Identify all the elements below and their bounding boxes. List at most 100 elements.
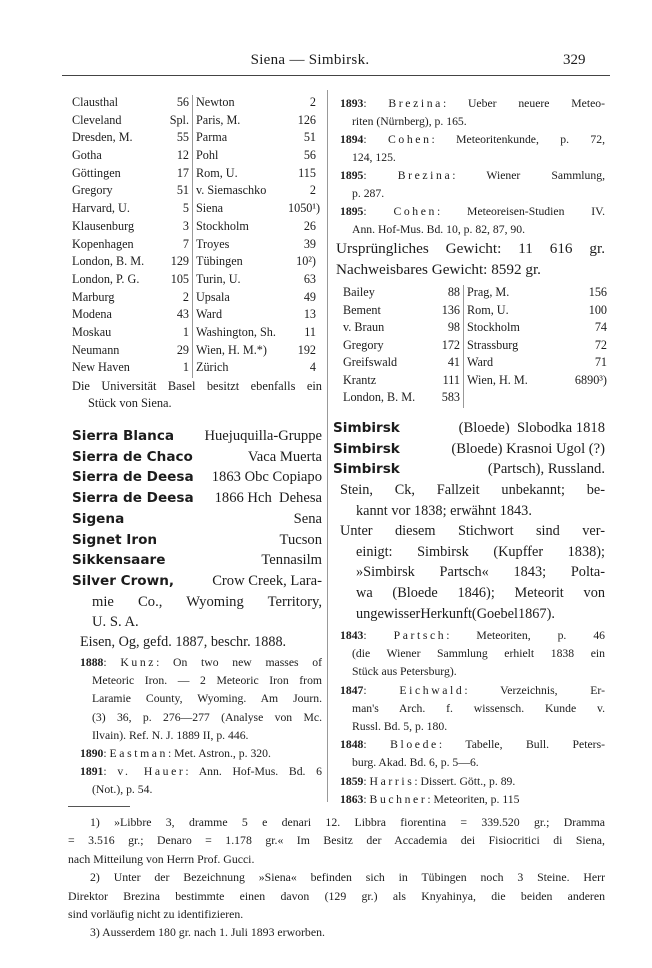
- headword-entry: Sierra de Deesa 1863 Obc Copiapo: [72, 467, 322, 488]
- text-line: Russl. Bd. 5, p. 180.: [352, 720, 448, 734]
- text-line: Laramie County, Wyoming. Am Journ.: [92, 692, 322, 706]
- table-cell-weight: 4: [309, 360, 316, 375]
- table-cell-collection: Rom, U.: [463, 302, 555, 320]
- ref-author: Brezina: [397, 169, 453, 182]
- table-cell-collection: Dresden, M.: [72, 130, 133, 145]
- table-cell-collection: Greifswald: [343, 355, 398, 369]
- footnote: 1) »Libbre 3, dramme 5 e denari 12. Libb…: [68, 813, 605, 868]
- bibliography-entry: 1848: Bloede: Tabelle, Bull. Peters-burg…: [340, 736, 605, 772]
- footnote-line: 3) Ausserdem 180 gr. nach 1. Juli 1893 e…: [90, 925, 325, 940]
- ref-year: 1863: [340, 792, 364, 806]
- table-cell-collection: Krantz: [343, 372, 377, 387]
- table-cell-weight: 26: [303, 218, 316, 233]
- table-cell-weight: 115: [298, 165, 316, 180]
- bibliography-entry: 1859: Harris: Dissert. Gött., p. 89.: [340, 773, 605, 791]
- bibliography: 1893: Brezina: Ueber neuere Meteo-riten …: [340, 95, 605, 239]
- text-line: 1848: Bloede: Tabelle, Bull. Peters-: [340, 738, 606, 752]
- table-cell-weight: 13: [303, 307, 316, 322]
- text-line: riten (Nürnberg), p. 165.: [352, 115, 467, 128]
- ref-author: Bloede: [390, 738, 439, 752]
- headword-entry: Sigena Sena: [72, 509, 322, 530]
- bibliography-entry: 1895: Cohen: Meteoreisen-Studien IV. Ann.…: [340, 203, 605, 239]
- table-cell-collection: Modena: [72, 307, 112, 322]
- headword-entry: Signet Iron Tucson: [72, 530, 322, 551]
- paragraph: Stein, Ck, Fallzeit unbekannt; be-kannt …: [340, 480, 605, 521]
- table-cell-collection: Wien, H. M.: [463, 372, 555, 390]
- text-line: 1888: Kunz: On two new masses of: [80, 656, 323, 669]
- collections-table: Bailey 88 Prag, M. 156 Bement 136 Rom, U. 100 v.…: [343, 285, 607, 408]
- ref-year: 1891: [80, 765, 104, 779]
- ref-year: 1848: [340, 738, 364, 752]
- ref-year: 1890: [80, 747, 104, 761]
- ref-author: Harris: [369, 774, 415, 788]
- table-cell-collection: Troyes: [192, 236, 288, 255]
- table-cell-weight: 51: [176, 183, 189, 198]
- footnote: 3) Ausserdem 180 gr. nach 1. Juli 1893 e…: [68, 923, 605, 941]
- headword-entry: Simbirsk (Partsch), Russland.: [333, 459, 605, 480]
- headword-entry: Simbirsk (Bloede) Slobodka 1818: [333, 418, 605, 439]
- headword-entry: Sierra de Deesa 1866 Hch Dehesa: [72, 488, 322, 509]
- table-cell-weight: 129: [170, 254, 189, 269]
- column-divider: [327, 90, 328, 802]
- table-cell-weight: 63: [303, 271, 316, 286]
- table-cell-weight: 98: [447, 320, 460, 334]
- headword-list: Simbirsk (Bloede) Slobodka 1818 Simbirsk (B…: [333, 418, 605, 480]
- table-cell-weight: Spl.: [169, 112, 189, 127]
- table-cell-weight: 12: [176, 148, 189, 163]
- headword: Sigena: [72, 510, 125, 527]
- table-cell-weight: 105: [170, 271, 189, 286]
- text-line: 1891: v. Hauer: Ann. Hof-Mus. Bd. 6: [80, 765, 323, 779]
- text-line: Ann. Hof-Mus. Bd. 10, p. 82, 87, 90.: [352, 223, 526, 236]
- text-line: p. 287.: [352, 187, 385, 200]
- text-line: Meteoric Iron. — 2 Meteoric Iron from: [92, 674, 322, 688]
- headword: Sierra de Deesa: [72, 469, 194, 486]
- table-cell-collection: Newton: [192, 95, 288, 113]
- table-cell-collection: v. Braun: [343, 320, 385, 334]
- ref-text: Wiener Sammlung,: [486, 169, 605, 182]
- table-cell-collection: Marburg: [72, 289, 115, 304]
- table-cell-collection: [463, 390, 555, 408]
- bibliography-entry: 1891: v. Hauer: Ann. Hof-Mus. Bd. 6 (Not.…: [80, 763, 322, 799]
- bibliography-entry: 1893: Brezina: Ueber neuere Meteo-riten …: [340, 95, 605, 131]
- text-line: wa (Bloede 1846); Meteorit von: [356, 585, 605, 602]
- footnote-line: 2) Unter der Bezeichnung »Siena« befinde…: [90, 870, 605, 885]
- table-cell-collection: Harvard, U.: [72, 201, 130, 216]
- headword: Simbirsk: [333, 461, 400, 478]
- ref-author: Eastman: [109, 747, 168, 761]
- text-line: man's Arch. f. wissensch. Kunde v.: [352, 701, 605, 715]
- text-line: 1895: Brezina: Wiener Sammlung,: [340, 169, 605, 182]
- text-line: Stück aus Petersburg).: [352, 665, 457, 679]
- text-line: 1895: Cohen: Meteoreisen-Studien IV.: [340, 205, 605, 218]
- table-cell-weight: 3: [182, 218, 189, 233]
- text-line: Ursprüngliches Gewicht: 11 616 gr.: [336, 240, 605, 257]
- ref-text: Ann. Hof-Mus. Bd. 6: [198, 765, 323, 779]
- ref-author: Eichwald: [399, 683, 465, 697]
- ref-author: Cohen: [393, 205, 437, 218]
- bibliography-entry: 1895: Brezina: Wiener Sammlung, p. 287.: [340, 167, 605, 203]
- ref-year: 1859: [340, 774, 364, 788]
- headword-reference: (Bloede) Krasnoi Ugol (?): [451, 440, 605, 457]
- text-line: 1890: Eastman: Met. Astron., p. 320.: [80, 747, 271, 761]
- table-cell-collection: Gregory: [72, 183, 113, 198]
- table-cell-weight: 56: [303, 148, 316, 163]
- headword: Simbirsk: [333, 420, 400, 436]
- table-cell-weight: 41: [447, 355, 460, 369]
- table-cell-weight: 56: [176, 95, 189, 109]
- ref-text: On two new masses of: [173, 656, 323, 669]
- ref-author: Brezina: [388, 97, 443, 110]
- bibliography-entry: 1847: Eichwald: Verzeichnis, Er-man's Ar…: [340, 682, 605, 737]
- table-cell-weight: 2: [182, 289, 189, 304]
- table-cell-collection: Rom, U.: [192, 165, 288, 184]
- table-cell-collection: Ward: [192, 307, 288, 325]
- paragraph: mie Co., Wyoming Territory, U. S. A.: [92, 592, 322, 633]
- page-number: 329: [563, 52, 586, 68]
- table-cell-weight: 74: [594, 320, 607, 334]
- headword-list: Sierra Blanca Huejuquilla-Gruppe Sierra de…: [72, 426, 322, 592]
- table-cell-weight: 126: [297, 112, 316, 127]
- table-cell-weight: 100: [588, 302, 607, 317]
- table-cell-weight: 6890³): [574, 372, 607, 387]
- text-line: 1894: Cohen: Meteoritenkunde, p. 72,: [340, 133, 606, 146]
- paragraph: Unter diesem Stichwort sind ver-einigt: …: [340, 521, 605, 625]
- table-cell-collection: Tübingen: [192, 254, 288, 272]
- headword-entry: Sikkensaare Tennasilm: [72, 550, 322, 571]
